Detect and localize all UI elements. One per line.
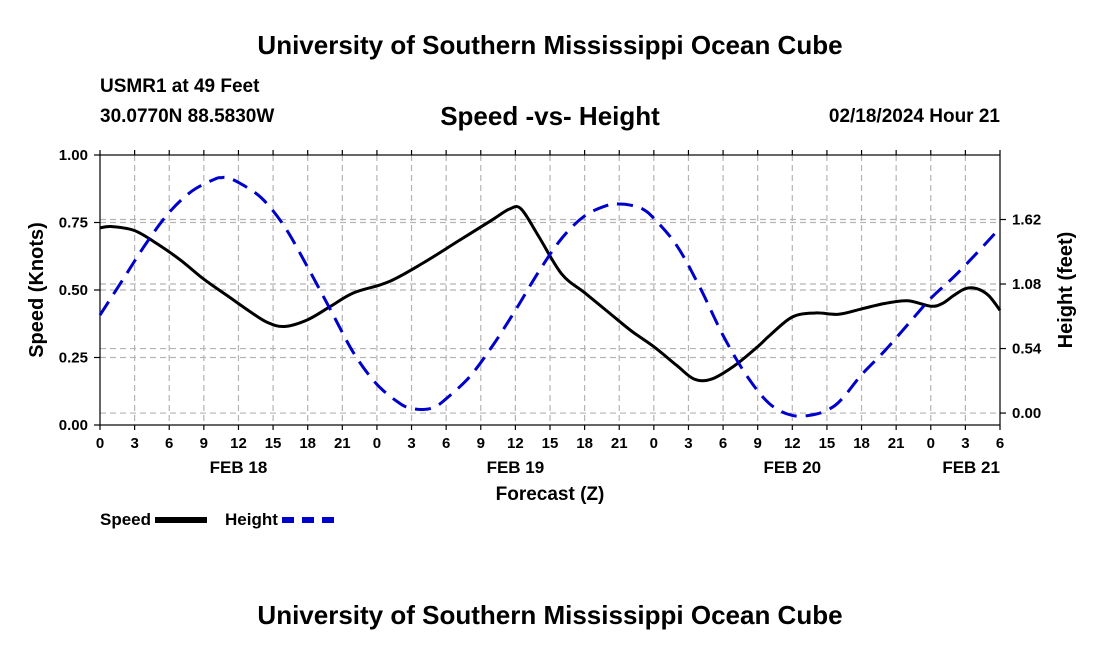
x-tick-label: 6 — [165, 435, 173, 452]
y-tick-label: 1.00 — [59, 147, 88, 164]
legend-speed-label: Speed — [100, 510, 152, 529]
y2-tick-label: 0.00 — [1012, 405, 1041, 422]
x-tick-label: 3 — [684, 435, 692, 452]
y-tick-label: 0.00 — [59, 417, 88, 434]
x-tick-label: 0 — [927, 435, 935, 452]
x-tick-label: 6 — [719, 435, 727, 452]
x-date-label: FEB 21 — [942, 458, 1000, 477]
x-tick-label: 21 — [888, 435, 905, 452]
x-date-label: FEB 20 — [763, 458, 821, 477]
x-tick-label: 0 — [373, 435, 381, 452]
x-tick-label: 9 — [754, 435, 762, 452]
x-tick-label: 15 — [542, 435, 559, 452]
x-date-label: FEB 18 — [210, 458, 268, 477]
x-tick-label: 0 — [96, 435, 104, 452]
axis-ticks: 0 3 6 9 12 15 18 21 0 3 6 9 12 15 18 21 0 3 6 9 12 15 18 21 0 3 6 F… — [59, 147, 1042, 477]
y-tick-label: 0.75 — [59, 215, 88, 232]
y-tick-label: 0.50 — [59, 282, 88, 299]
legend-height-label: Height — [225, 510, 278, 529]
forecast-datestamp: 02/18/2024 Hour 21 — [828, 106, 1000, 127]
chart-grid — [100, 155, 1000, 425]
x-tick-label: 9 — [200, 435, 208, 452]
x-tick-label: 18 — [576, 435, 593, 452]
page-title: University of Southern Mississippi Ocean… — [257, 30, 843, 60]
x-tick-label: 6 — [442, 435, 450, 452]
x-tick-label: 21 — [334, 435, 351, 452]
x-tick-label: 12 — [230, 435, 247, 452]
chart-subtitle: Speed -vs- Height — [440, 101, 660, 131]
x-tick-label: 15 — [265, 435, 282, 452]
x-tick-label: 18 — [299, 435, 316, 452]
x-tick-label: 18 — [853, 435, 870, 452]
y2-tick-label: 1.08 — [1012, 276, 1041, 293]
y2-tick-label: 0.54 — [1012, 341, 1042, 358]
y2-tick-label: 1.62 — [1012, 212, 1041, 229]
x-tick-label: 15 — [819, 435, 836, 452]
legend-speed-swatch — [155, 517, 208, 523]
x-date-label: FEB 19 — [487, 458, 545, 477]
y-tick-label: 0.25 — [59, 350, 88, 367]
station-coordinates: 30.0770N 88.5830W — [100, 106, 275, 127]
x-tick-label: 21 — [611, 435, 628, 452]
x-tick-label: 6 — [996, 435, 1004, 452]
y-axis-label: Speed (Knots) — [26, 222, 48, 358]
x-tick-label: 0 — [650, 435, 658, 452]
height-series-line — [98, 175, 1002, 418]
x-tick-label: 12 — [507, 435, 524, 452]
y2-axis-label: Height (feet) — [1055, 232, 1077, 349]
x-tick-label: 12 — [784, 435, 801, 452]
station-label: USMR1 at 49 Feet — [100, 76, 260, 97]
x-tick-label: 3 — [407, 435, 415, 452]
legend-height-swatch — [281, 517, 334, 523]
x-tick-label: 3 — [130, 435, 138, 452]
speed-series-line — [99, 205, 1002, 383]
footer-title: University of Southern Mississippi Ocean… — [257, 600, 843, 630]
x-tick-label: 3 — [961, 435, 969, 452]
x-axis-label: Forecast (Z) — [496, 484, 605, 505]
chart-legend: Speed Height — [100, 510, 334, 530]
chart-series — [98, 175, 1002, 418]
x-tick-label: 9 — [477, 435, 485, 452]
